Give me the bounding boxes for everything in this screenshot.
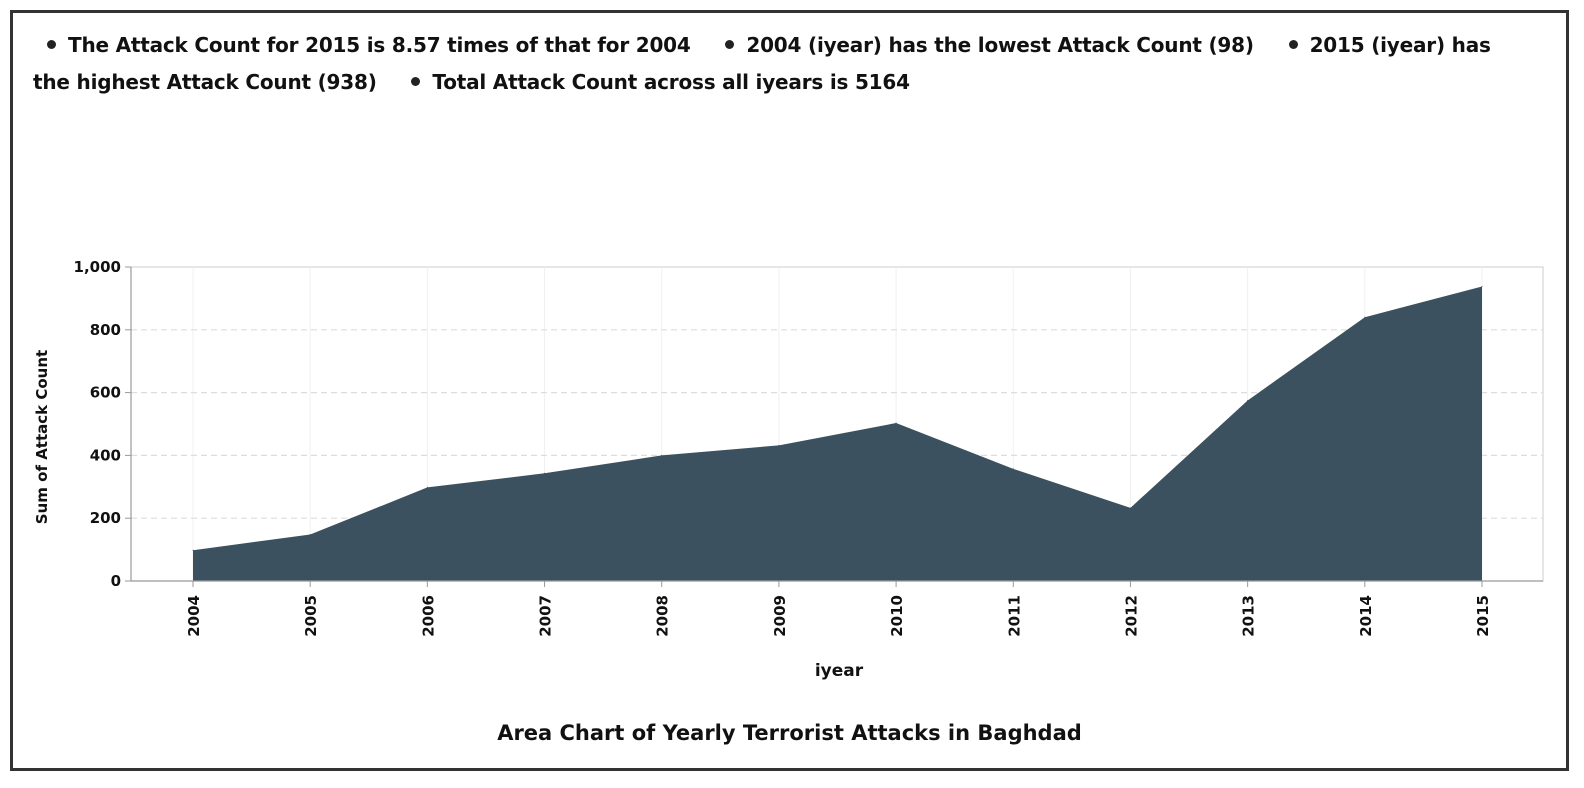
x-tick-label: 2013 (1240, 595, 1258, 637)
insight-item: 2004 (iyear) has the lowest Attack Count… (711, 33, 1254, 57)
insights-list: The Attack Count for 2015 is 8.57 times … (33, 27, 1523, 101)
chart-title: Area Chart of Yearly Terrorist Attacks i… (497, 721, 1082, 745)
area-point (1364, 316, 1366, 318)
x-tick-label: 2005 (302, 595, 320, 637)
area-layer (192, 285, 1483, 581)
x-tick-label: 2012 (1122, 595, 1140, 637)
y-tick-label: 400 (90, 446, 121, 464)
chart-frame: The Attack Count for 2015 is 8.57 times … (10, 10, 1569, 771)
bullet-dot-icon (725, 40, 735, 49)
area-point (1247, 399, 1249, 401)
y-tick-label: 0 (111, 572, 121, 590)
x-tick-label: 2004 (185, 595, 203, 637)
insight-text: 2015 (iyear) has the highest Attack Coun… (33, 33, 1491, 94)
area-point (544, 472, 546, 474)
y-tick-label: 200 (90, 509, 121, 527)
area-point (1129, 507, 1131, 509)
y-tick-label: 1,000 (74, 258, 121, 276)
area-point (661, 454, 663, 456)
x-tick-label: 2011 (1005, 595, 1023, 637)
area-point (1012, 468, 1014, 470)
bullet-dot-icon (47, 40, 56, 49)
area-point (426, 486, 428, 488)
area-point (309, 534, 311, 536)
y-tick-label: 600 (90, 384, 121, 402)
insight-text: The Attack Count for 2015 is 8.57 times … (68, 33, 691, 57)
x-tick-label: 2006 (419, 595, 437, 637)
y-tick-label: 800 (90, 321, 121, 339)
bullet-dot-icon (411, 77, 421, 86)
area-point (192, 549, 194, 551)
area-series (193, 286, 1482, 581)
x-tick-label: 2007 (537, 595, 555, 637)
x-axis-label: iyear (815, 661, 864, 681)
insight-item: 2015 (iyear) has the highest Attack Coun… (33, 33, 1491, 94)
insight-text: Total Attack Count across all iyears is … (432, 70, 910, 94)
x-tick-label: 2015 (1474, 595, 1492, 637)
x-tick-label: 2014 (1357, 595, 1375, 637)
area-point (895, 422, 897, 424)
x-tick-label: 2008 (654, 595, 672, 637)
insight-text: 2004 (iyear) has the lowest Attack Count… (746, 33, 1254, 57)
area-chart: 0 200 400 600 800 1,000 2004 2005 2006 2007 2008 20… (33, 258, 1544, 681)
area-point (1481, 285, 1483, 287)
x-tick-label: 2009 (771, 595, 789, 637)
area-point (778, 444, 780, 446)
insight-item: The Attack Count for 2015 is 8.57 times … (33, 33, 691, 57)
insight-item: Total Attack Count across all iyears is … (397, 70, 910, 94)
y-axis-label: Sum of Attack Count (33, 350, 51, 524)
axis-layer: 0 200 400 600 800 1,000 2004 2005 2006 2007 2008 20… (74, 258, 1543, 637)
x-tick-label: 2010 (888, 595, 906, 637)
bullet-dot-icon (1288, 40, 1298, 49)
